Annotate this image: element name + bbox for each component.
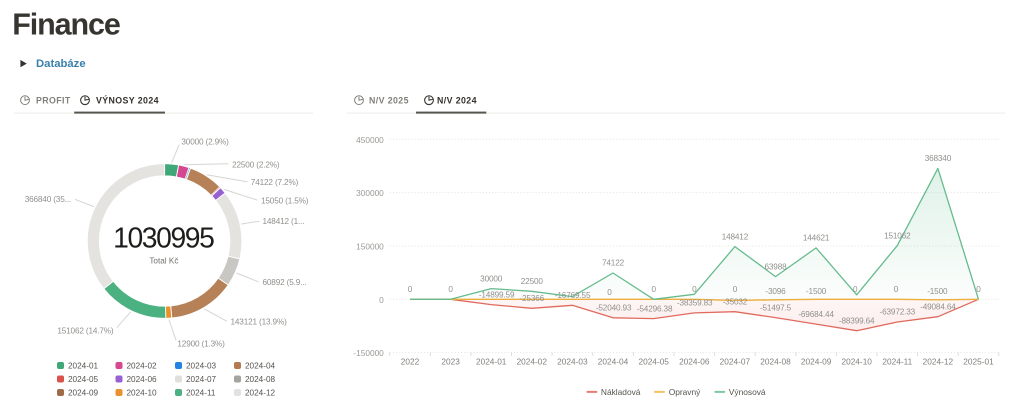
svg-text:1030995: 1030995	[113, 222, 214, 254]
svg-text:60892 (5.9...: 60892 (5.9...	[263, 278, 307, 287]
svg-text:-3096: -3096	[765, 287, 786, 296]
svg-text:-38359.83: -38359.83	[677, 299, 713, 308]
svg-text:VÝNOSY 2024: VÝNOSY 2024	[96, 94, 159, 105]
svg-text:0: 0	[692, 285, 697, 294]
svg-text:0: 0	[448, 285, 453, 294]
svg-text:2024-05: 2024-05	[638, 357, 669, 367]
svg-text:148412: 148412	[722, 232, 749, 241]
svg-text:368340: 368340	[925, 154, 952, 163]
svg-text:-16769.55: -16769.55	[555, 291, 591, 300]
svg-text:0: 0	[408, 285, 413, 294]
svg-text:15050 (1.5%): 15050 (1.5%)	[261, 196, 309, 205]
svg-text:300000: 300000	[356, 188, 384, 198]
svg-text:2022: 2022	[401, 357, 420, 367]
svg-text:-52040.93: -52040.93	[596, 304, 632, 313]
svg-text:Opravný: Opravný	[669, 387, 701, 397]
svg-text:-69684.44: -69684.44	[798, 310, 834, 319]
svg-text:-1500: -1500	[806, 287, 827, 296]
svg-text:2024-09: 2024-09	[68, 389, 98, 398]
svg-text:2024-10: 2024-10	[841, 357, 872, 367]
svg-text:0: 0	[894, 285, 899, 294]
svg-text:150000: 150000	[356, 242, 384, 252]
svg-text:12900 (1.3%): 12900 (1.3%)	[177, 339, 225, 348]
svg-text:2024-03: 2024-03	[186, 362, 216, 371]
svg-text:30000: 30000	[480, 274, 503, 283]
svg-text:0: 0	[976, 285, 981, 294]
svg-text:2024-02: 2024-02	[517, 357, 548, 367]
svg-text:2024-04: 2024-04	[245, 362, 275, 371]
svg-text:22500 (2.2%): 22500 (2.2%)	[232, 160, 280, 169]
svg-text:2024-05: 2024-05	[68, 375, 98, 384]
svg-text:-1500: -1500	[927, 287, 948, 296]
svg-text:Nákladová: Nákladová	[601, 387, 641, 397]
svg-text:2024-11: 2024-11	[882, 357, 912, 367]
svg-text:30000 (2.9%): 30000 (2.9%)	[181, 138, 229, 147]
svg-text:-150000: -150000	[353, 348, 384, 358]
svg-text:2024-07: 2024-07	[720, 357, 751, 367]
svg-text:2024-09: 2024-09	[801, 357, 832, 367]
svg-text:2024-08: 2024-08	[245, 375, 275, 384]
svg-text:N/V 2025: N/V 2025	[369, 95, 409, 105]
svg-text:0: 0	[607, 288, 612, 297]
svg-text:366840 (35...: 366840 (35...	[25, 195, 71, 204]
svg-text:74122: 74122	[602, 259, 625, 268]
svg-text:74122 (7.2%): 74122 (7.2%)	[251, 178, 299, 187]
svg-text:148412 (1...: 148412 (1...	[263, 217, 305, 226]
svg-text:2024-08: 2024-08	[760, 357, 791, 367]
svg-text:0: 0	[379, 295, 384, 305]
svg-text:-54296.38: -54296.38	[637, 304, 673, 313]
svg-text:2024-04: 2024-04	[598, 357, 629, 367]
svg-text:0: 0	[651, 285, 656, 294]
svg-text:Výnosová: Výnosová	[729, 387, 766, 397]
svg-text:-49084.64: -49084.64	[920, 302, 956, 311]
svg-text:0: 0	[853, 285, 858, 294]
svg-text:2024-10: 2024-10	[127, 389, 157, 398]
svg-text:2024-12: 2024-12	[245, 389, 275, 398]
svg-text:-14899.59: -14899.59	[479, 290, 515, 299]
svg-text:151062: 151062	[884, 231, 911, 240]
svg-text:144621: 144621	[803, 234, 830, 243]
svg-text:PROFIT: PROFIT	[36, 95, 71, 105]
svg-text:2024-11: 2024-11	[186, 389, 216, 398]
svg-text:-35032: -35032	[723, 297, 748, 306]
svg-text:450000: 450000	[356, 135, 384, 145]
svg-text:22500: 22500	[521, 277, 544, 286]
svg-text:Databáze: Databáze	[36, 58, 86, 70]
svg-text:2024-06: 2024-06	[679, 357, 710, 367]
svg-text:143121 (13.9%): 143121 (13.9%)	[231, 317, 288, 326]
svg-text:-51497.5: -51497.5	[760, 303, 792, 312]
svg-text:2023: 2023	[441, 357, 460, 367]
svg-text:-88399.64: -88399.64	[839, 316, 875, 325]
svg-text:2024-06: 2024-06	[127, 375, 157, 384]
svg-text:2024-07: 2024-07	[186, 375, 216, 384]
svg-text:2024-01: 2024-01	[476, 357, 507, 367]
svg-text:2024-12: 2024-12	[923, 357, 954, 367]
svg-text:63988: 63988	[764, 262, 787, 271]
svg-text:0: 0	[733, 285, 738, 294]
svg-text:2024-02: 2024-02	[127, 362, 157, 371]
svg-text:Total Kč: Total Kč	[149, 256, 178, 265]
svg-text:-63972.33: -63972.33	[880, 308, 916, 317]
svg-text:Finance: Finance	[12, 8, 120, 42]
svg-text:151062 (14.7%): 151062 (14.7%)	[57, 327, 114, 336]
svg-text:-25366: -25366	[519, 294, 544, 303]
svg-text:2025-01: 2025-01	[963, 357, 994, 367]
svg-text:2024-01: 2024-01	[68, 362, 98, 371]
svg-text:2024-03: 2024-03	[557, 357, 588, 367]
svg-text:N/V 2024: N/V 2024	[437, 95, 477, 105]
